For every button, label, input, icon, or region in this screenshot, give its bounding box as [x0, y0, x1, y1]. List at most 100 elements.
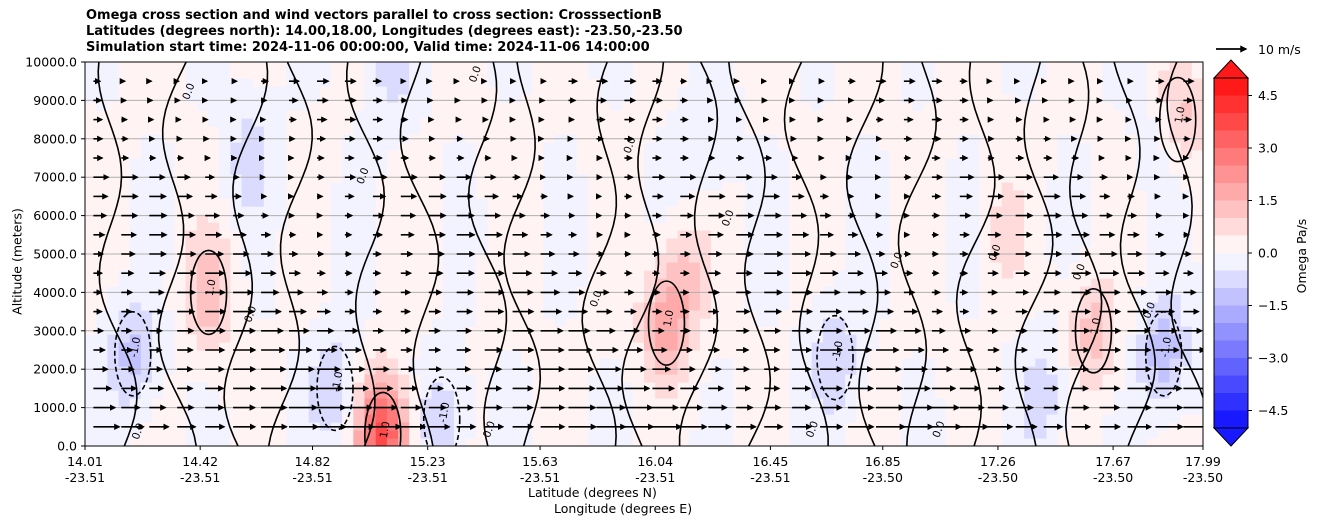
omega-cell: [699, 270, 712, 279]
omega-cell: [766, 390, 779, 399]
omega-cell: [297, 350, 310, 359]
omega-cell: [811, 62, 824, 71]
omega-cell: [1124, 374, 1137, 383]
omega-cell: [778, 310, 790, 319]
omega-cell: [1035, 182, 1048, 191]
omega-cell: [319, 102, 332, 111]
omega-cell: [945, 302, 958, 311]
omega-cell: [778, 270, 790, 279]
omega-cell: [912, 150, 925, 159]
omega-cell: [1068, 390, 1081, 399]
omega-cell: [778, 374, 790, 383]
omega-cell: [834, 414, 846, 423]
omega-cell: [1091, 190, 1103, 199]
omega-cell: [1035, 334, 1048, 343]
omega-cell: [1135, 94, 1148, 103]
omega-cell: [778, 262, 790, 271]
omega-cell: [129, 174, 142, 183]
omega-cell: [644, 62, 656, 71]
omega-cell: [677, 358, 690, 367]
omega-cell: [588, 302, 600, 311]
omega-cell: [979, 182, 992, 191]
omega-cell: [789, 198, 802, 207]
omega-cell: [711, 414, 723, 423]
omega-cell: [912, 78, 925, 87]
omega-cell: [386, 310, 399, 319]
omega-cell: [1035, 270, 1048, 279]
omega-cell: [901, 310, 913, 319]
omega-cell: [923, 358, 936, 367]
omega-cell: [1113, 166, 1126, 175]
omega-cell: [207, 302, 220, 311]
omega-cell: [1169, 214, 1182, 223]
omega-cell: [923, 158, 936, 167]
omega-cell: [968, 174, 980, 183]
omega-cell: [711, 262, 723, 271]
omega-cell: [107, 382, 120, 391]
omega-cell: [677, 126, 690, 135]
omega-cell: [934, 334, 947, 343]
omega-cell: [1035, 198, 1048, 207]
omega-cell: [1046, 150, 1059, 159]
omega-cell: [386, 206, 399, 215]
omega-cell: [666, 86, 679, 95]
omega-cell: [979, 350, 992, 359]
omega-cell: [990, 102, 1003, 111]
omega-cell: [588, 94, 600, 103]
omega-cell: [196, 286, 209, 295]
omega-cell: [409, 86, 421, 95]
omega-cell: [655, 382, 667, 391]
omega-cell: [1012, 182, 1025, 191]
omega-cell: [1135, 126, 1148, 135]
omega-cell: [207, 110, 220, 119]
omega-cell: [1113, 110, 1126, 119]
omega-cell: [174, 190, 187, 199]
omega-cell: [878, 142, 891, 151]
omega-cell: [845, 294, 858, 303]
omega-cell: [1012, 374, 1025, 383]
omega-cell: [744, 430, 757, 439]
omega-cell: [1068, 78, 1081, 87]
omega-cell: [1102, 286, 1115, 295]
omega-cell: [152, 70, 164, 79]
omega-cell: [1124, 142, 1137, 151]
omega-cell: [498, 94, 511, 103]
omega-cell: [532, 438, 544, 446]
omega-cell: [789, 406, 802, 415]
omega-cell: [398, 238, 410, 247]
omega-cell: [576, 158, 589, 167]
omega-cell: [1057, 278, 1070, 287]
omega-cell: [174, 142, 187, 151]
contour-zero-line: [267, 62, 314, 446]
omega-cell: [934, 262, 947, 271]
contour-label: 0.0: [180, 82, 197, 102]
omega-cell: [107, 438, 120, 446]
omega-cell: [532, 398, 544, 407]
omega-cell: [1147, 110, 1159, 119]
omega-cell: [163, 198, 176, 207]
omega-cell: [867, 158, 880, 167]
omega-cell: [353, 198, 366, 207]
omega-cell: [453, 62, 466, 71]
omega-cell: [129, 206, 142, 215]
omega-cell: [621, 390, 634, 399]
omega-cell: [822, 246, 835, 255]
omega-cell: [487, 158, 500, 167]
omega-cell: [252, 318, 265, 327]
omega-cell: [1091, 390, 1103, 399]
omega-cell: [152, 222, 164, 231]
omega-cell: [230, 294, 243, 303]
omega-cell: [565, 238, 578, 247]
omega-cell: [733, 382, 746, 391]
omega-cell: [163, 414, 176, 423]
omega-cell: [196, 382, 209, 391]
omega-cell: [465, 286, 477, 295]
omega-cell: [207, 414, 220, 423]
omega-cell: [252, 94, 265, 103]
omega-cell: [811, 110, 824, 119]
omega-cell: [845, 126, 858, 135]
omega-cell: [129, 334, 142, 343]
omega-cell: [453, 206, 466, 215]
omega-cell: [912, 70, 925, 79]
omega-cell: [822, 262, 835, 271]
